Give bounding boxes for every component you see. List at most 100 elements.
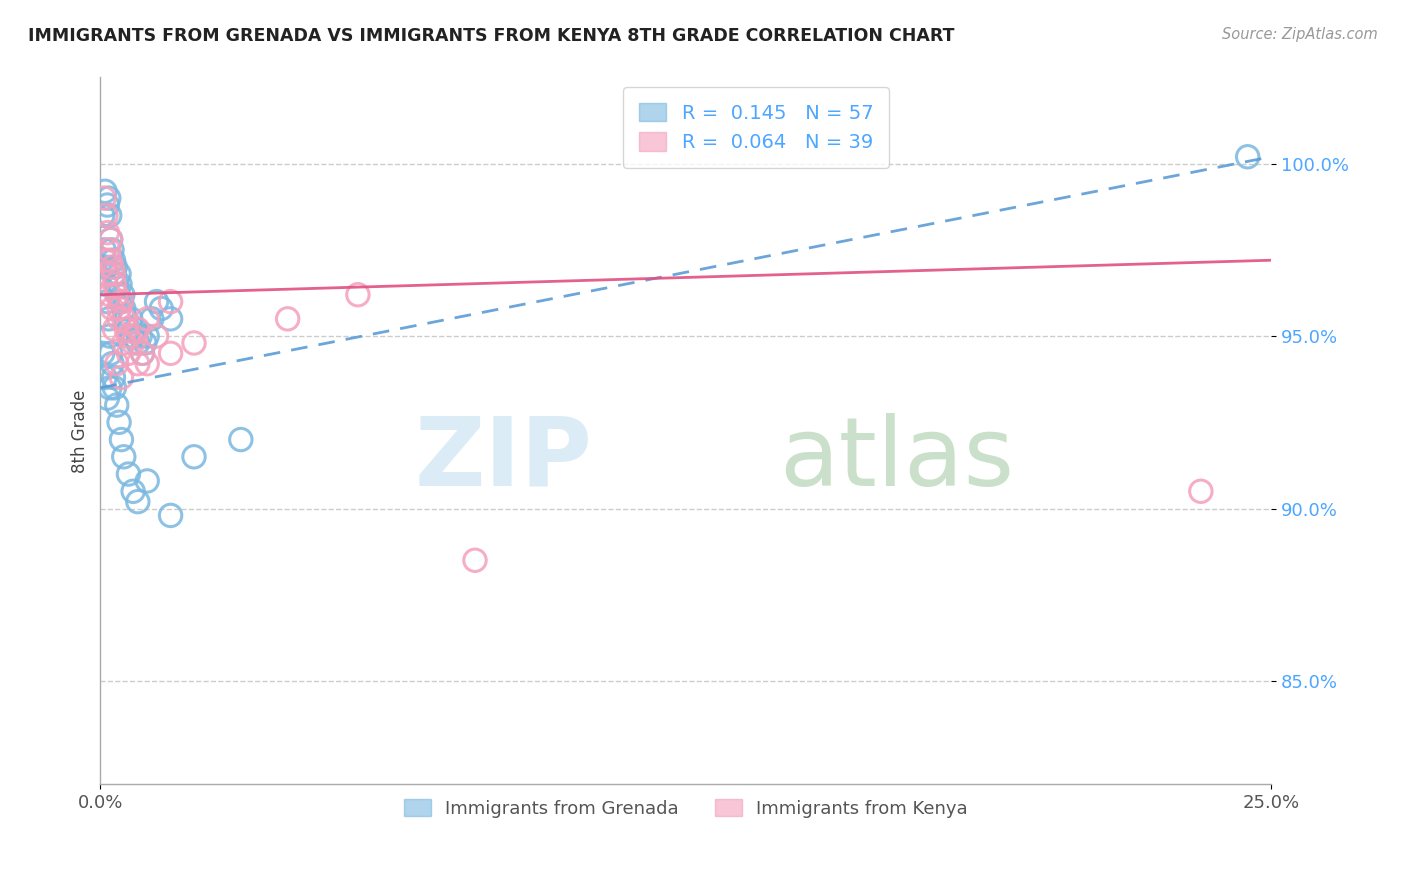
- Point: [94, 253, 117, 268]
- Point: [150, 301, 173, 316]
- Point: [131, 346, 153, 360]
- Point: [100, 233, 122, 247]
- Point: [145, 294, 167, 309]
- Point: [117, 329, 139, 343]
- Point: [159, 508, 181, 523]
- Point: [110, 294, 132, 309]
- Point: [97, 243, 120, 257]
- Point: [112, 311, 135, 326]
- Point: [105, 287, 128, 301]
- Y-axis label: 8th Grade: 8th Grade: [72, 389, 89, 473]
- Point: [122, 336, 145, 351]
- Point: [183, 450, 205, 464]
- Point: [108, 415, 131, 429]
- Point: [115, 322, 138, 336]
- Point: [98, 287, 121, 301]
- Text: IMMIGRANTS FROM GRENADA VS IMMIGRANTS FROM KENYA 8TH GRADE CORRELATION CHART: IMMIGRANTS FROM GRENADA VS IMMIGRANTS FR…: [28, 27, 955, 45]
- Point: [115, 311, 138, 326]
- Point: [110, 433, 132, 447]
- Text: atlas: atlas: [779, 413, 1015, 506]
- Point: [91, 208, 114, 222]
- Point: [136, 474, 159, 488]
- Point: [134, 336, 156, 351]
- Point: [100, 233, 122, 247]
- Point: [101, 357, 124, 371]
- Point: [105, 357, 128, 371]
- Point: [110, 370, 132, 384]
- Point: [94, 260, 117, 274]
- Point: [136, 357, 159, 371]
- Point: [93, 243, 115, 257]
- Point: [127, 494, 149, 508]
- Point: [111, 287, 134, 301]
- Point: [117, 467, 139, 481]
- Point: [124, 322, 146, 336]
- Point: [183, 336, 205, 351]
- Point: [108, 311, 131, 326]
- Point: [136, 329, 159, 343]
- Point: [91, 346, 114, 360]
- Point: [103, 267, 125, 281]
- Point: [96, 391, 118, 405]
- Point: [101, 243, 124, 257]
- Point: [98, 253, 121, 268]
- Point: [159, 311, 181, 326]
- Point: [120, 311, 142, 326]
- Point: [110, 294, 132, 309]
- Point: [108, 267, 131, 281]
- Legend: Immigrants from Grenada, Immigrants from Kenya: Immigrants from Grenada, Immigrants from…: [396, 791, 976, 825]
- Point: [105, 277, 128, 292]
- Point: [103, 277, 125, 292]
- Point: [127, 357, 149, 371]
- Point: [98, 381, 121, 395]
- Point: [98, 329, 121, 343]
- Point: [129, 329, 152, 343]
- Point: [108, 301, 131, 316]
- Point: [94, 370, 117, 384]
- Point: [1189, 484, 1212, 499]
- Point: [104, 260, 127, 274]
- Point: [347, 287, 370, 301]
- Point: [122, 329, 145, 343]
- Point: [464, 553, 486, 567]
- Point: [96, 226, 118, 240]
- Text: Source: ZipAtlas.com: Source: ZipAtlas.com: [1222, 27, 1378, 42]
- Point: [127, 322, 149, 336]
- Point: [107, 287, 129, 301]
- Point: [97, 191, 120, 205]
- Point: [117, 346, 139, 360]
- Point: [101, 260, 124, 274]
- Point: [93, 191, 115, 205]
- Point: [105, 398, 128, 412]
- Point: [97, 311, 120, 326]
- Point: [229, 433, 252, 447]
- Point: [117, 322, 139, 336]
- Point: [122, 484, 145, 499]
- Point: [108, 277, 131, 292]
- Point: [94, 184, 117, 198]
- Point: [159, 294, 181, 309]
- Point: [277, 311, 299, 326]
- Point: [96, 267, 118, 281]
- Point: [1236, 150, 1258, 164]
- Point: [103, 381, 125, 395]
- Point: [112, 336, 135, 351]
- Point: [96, 294, 118, 309]
- Point: [103, 370, 125, 384]
- Point: [136, 311, 159, 326]
- Point: [98, 208, 121, 222]
- Point: [96, 198, 118, 212]
- Text: ZIP: ZIP: [415, 413, 592, 506]
- Point: [103, 322, 125, 336]
- Point: [127, 336, 149, 351]
- Point: [159, 346, 181, 360]
- Point: [94, 208, 117, 222]
- Point: [131, 346, 153, 360]
- Point: [112, 301, 135, 316]
- Point: [145, 329, 167, 343]
- Point: [101, 301, 124, 316]
- Point: [94, 277, 117, 292]
- Point: [103, 267, 125, 281]
- Point: [103, 253, 125, 268]
- Point: [100, 346, 122, 360]
